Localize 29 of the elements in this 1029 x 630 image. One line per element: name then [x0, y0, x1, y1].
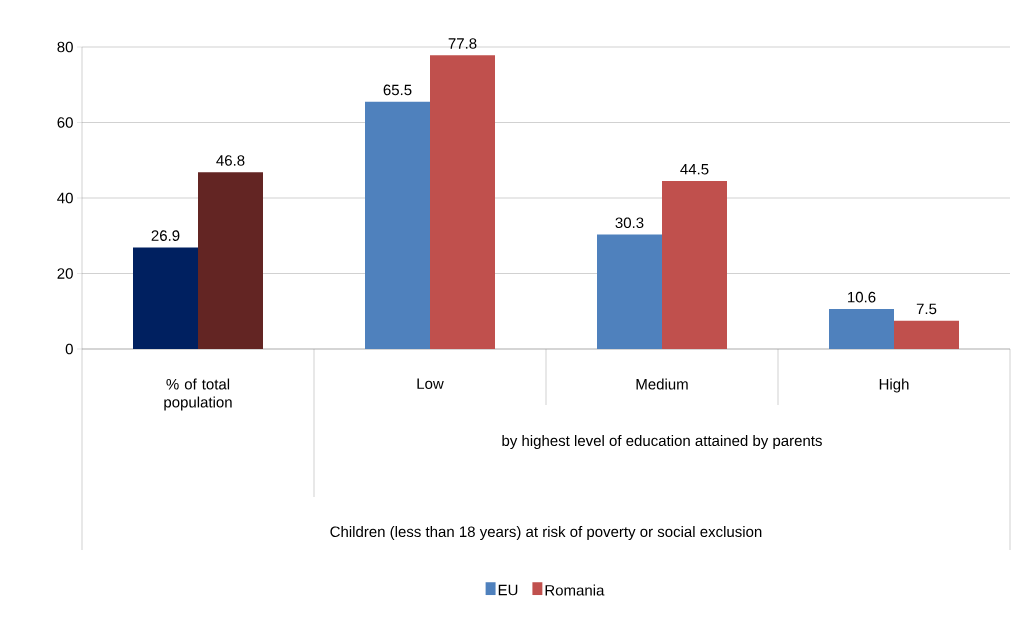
bar — [133, 247, 198, 349]
bar — [198, 172, 263, 349]
y-tick-label: 0 — [65, 343, 73, 355]
bar — [430, 55, 495, 349]
x-tick-label: Medium — [636, 378, 688, 390]
data-label: 44.5 — [680, 164, 709, 175]
data-label: 30.3 — [615, 217, 644, 229]
data-label: 77.8 — [448, 38, 477, 49]
bar — [597, 234, 662, 349]
x-tick-label: High — [879, 378, 909, 393]
data-label: 65.5 — [383, 84, 412, 96]
x-tick-label: Low — [417, 378, 444, 389]
bar — [829, 308, 894, 349]
y-tick-label: 20 — [57, 268, 73, 279]
data-label: 26.9 — [151, 230, 180, 241]
text: by highest level of education attained by parents — [502, 435, 822, 449]
bar — [662, 181, 727, 349]
bar — [894, 320, 959, 349]
data-label: 7.5 — [916, 303, 937, 315]
x-tick-label: % of total population — [164, 378, 232, 411]
y-tick-label: 80 — [57, 41, 73, 53]
data-label: 46.8 — [216, 155, 245, 166]
text: Children (less than 18 years) at risk of poverty or social exclusion — [330, 526, 762, 540]
legend-label: Romania — [545, 584, 605, 596]
legend-label: EU — [498, 584, 518, 596]
data-label: 10.6 — [848, 291, 876, 303]
y-tick-label: 40 — [57, 192, 73, 204]
bar — [365, 101, 430, 349]
y-tick-label: 60 — [57, 117, 73, 128]
